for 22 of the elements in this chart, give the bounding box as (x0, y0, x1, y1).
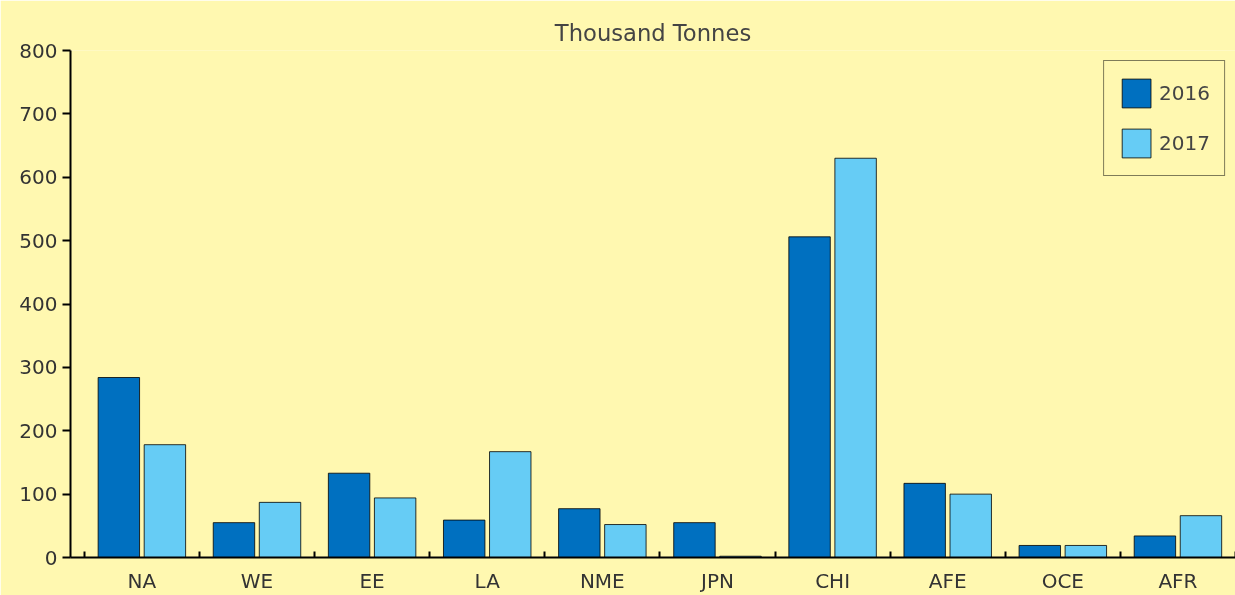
y-tick-label: 400 (19, 292, 58, 316)
x-tick-label: NA (127, 568, 157, 593)
legend-label: 2016 (1159, 81, 1210, 105)
y-tick-label: 0 (44, 545, 58, 570)
y-tick-label: 600 (19, 165, 58, 190)
x-tick-label: LA (474, 568, 501, 593)
y-tick-label: 300 (19, 355, 58, 380)
y-tick-label: 500 (19, 228, 58, 253)
y-tick-label: 800 (19, 38, 58, 63)
x-tick-label: OCE (1041, 568, 1084, 593)
y-tick-label: 100 (19, 482, 58, 507)
x-tick-label: JPN (699, 568, 734, 593)
y-tick-label: 700 (19, 101, 58, 126)
chart-title: Thousand Tonnes (553, 19, 752, 46)
x-tick-label: NME (579, 568, 625, 593)
x-tick-label: EE (359, 568, 385, 593)
x-tick-label: AFR (1158, 568, 1198, 593)
legend-label: 2017 (1159, 131, 1210, 155)
x-tick-label: AFE (928, 568, 967, 593)
x-tick-label: WE (240, 568, 274, 593)
x-tick-label: CHI (815, 568, 851, 593)
y-tick-label: 200 (19, 418, 58, 443)
